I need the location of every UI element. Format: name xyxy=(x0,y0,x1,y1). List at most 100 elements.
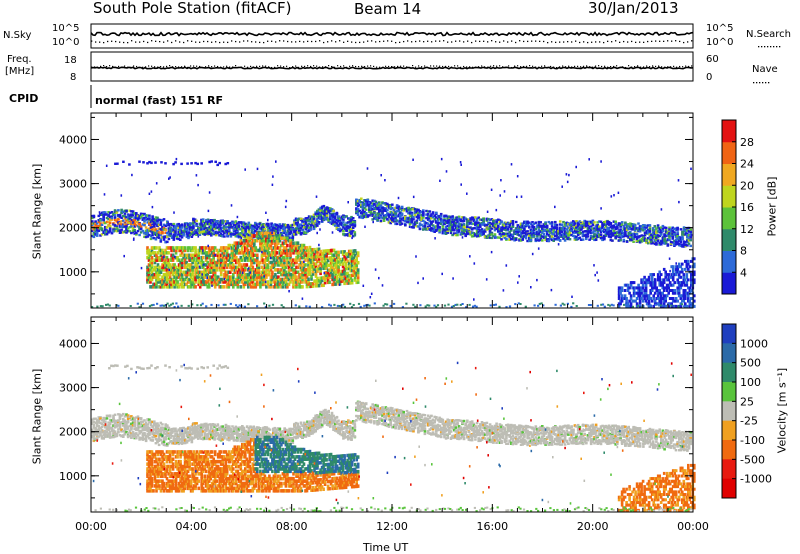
echo-cell xyxy=(210,282,214,287)
nave-label: Nave xyxy=(752,64,778,75)
echo-cell xyxy=(369,204,373,208)
echo-cell xyxy=(510,227,513,230)
echo-cell xyxy=(174,275,178,279)
echo-cell xyxy=(324,217,327,221)
echo-cell xyxy=(149,280,152,284)
echo-cell xyxy=(147,263,151,267)
echo-cell xyxy=(159,240,163,243)
echo-cell xyxy=(679,228,683,231)
echo-cell xyxy=(221,246,224,250)
echo-cell xyxy=(307,226,311,229)
nave-dot xyxy=(151,65,153,67)
echo-cell xyxy=(235,260,238,265)
echo-cell xyxy=(154,233,158,236)
echo-cell xyxy=(224,270,227,274)
echo-cell xyxy=(105,226,109,229)
echo-cell xyxy=(648,227,652,231)
echo-cell xyxy=(351,223,355,227)
echo-cell xyxy=(664,239,668,243)
nsearch-dot xyxy=(499,41,501,43)
nave-dot xyxy=(604,65,606,67)
nsearch-dot xyxy=(259,41,261,44)
echo-cell xyxy=(456,231,459,234)
echo-cell xyxy=(565,237,569,240)
echo-cell xyxy=(503,232,507,235)
echo-cell xyxy=(294,229,298,233)
echo-cell xyxy=(333,224,337,227)
nsearch-dot xyxy=(487,41,489,43)
echo-cell xyxy=(229,277,232,282)
echo-cell xyxy=(273,228,277,231)
echo-cell xyxy=(412,215,415,219)
echo-cell xyxy=(360,205,363,209)
echo-cell xyxy=(598,228,601,231)
echo-cell xyxy=(221,226,224,229)
nsearch-dot xyxy=(131,40,133,42)
echo-cell xyxy=(183,223,187,226)
echo-cell xyxy=(457,225,461,228)
echo-cell xyxy=(488,226,492,230)
echo-cell xyxy=(640,237,644,241)
echo-cell xyxy=(625,234,629,238)
nave-dot xyxy=(490,65,492,67)
echo-cell xyxy=(483,224,487,227)
echo-cell xyxy=(105,230,109,233)
echo-cell xyxy=(133,223,136,226)
nsearch-dot xyxy=(547,41,549,44)
nsky-panel-frame xyxy=(90,23,694,49)
echo-cell xyxy=(232,248,235,253)
nave-dot xyxy=(190,65,192,67)
echo-cell xyxy=(386,204,389,208)
echo-cell xyxy=(446,229,449,232)
echo-cell xyxy=(410,215,414,218)
echo-cell xyxy=(498,233,502,236)
echo-cell xyxy=(671,235,674,238)
nsearch-dot xyxy=(411,41,413,43)
echo-cell xyxy=(262,228,265,231)
nave-dot xyxy=(457,65,459,67)
echo-cell xyxy=(394,206,397,210)
nsearch-dot xyxy=(659,40,661,42)
echo-cell xyxy=(294,231,298,235)
echo-cell xyxy=(278,223,282,226)
echo-cell xyxy=(601,224,604,227)
echo-cell xyxy=(581,230,585,234)
echo-cell xyxy=(229,223,233,226)
echo-cell xyxy=(423,220,427,224)
echo-cell xyxy=(653,239,657,242)
echo-cell xyxy=(105,213,109,216)
echo-cell xyxy=(519,226,523,229)
nave-dot xyxy=(472,66,474,68)
echo-cell xyxy=(647,237,650,240)
echo-cell xyxy=(407,206,410,210)
echo-cell xyxy=(95,227,99,230)
echo-cell xyxy=(146,272,149,277)
echo-cell xyxy=(430,215,433,218)
echo-cell xyxy=(288,236,291,239)
nave-dot xyxy=(424,65,426,67)
echo-cell xyxy=(369,210,373,213)
echo-cell xyxy=(655,242,658,246)
echo-cell xyxy=(356,210,360,213)
echo-cell xyxy=(501,225,505,228)
echo-cell xyxy=(206,219,210,222)
nsearch-dot xyxy=(311,40,313,43)
echo-cell xyxy=(225,285,229,289)
echo-cell xyxy=(340,224,344,227)
echo-cell xyxy=(206,255,209,260)
nsearch-label: N.Search xyxy=(746,29,792,40)
echo-cell xyxy=(286,223,290,227)
echo-cell xyxy=(451,216,454,220)
echo-cell xyxy=(157,223,161,227)
echo-cell xyxy=(588,222,591,225)
echo-cell xyxy=(182,229,185,232)
power-cells xyxy=(91,157,696,309)
echo-cell xyxy=(232,255,235,260)
echo-cell xyxy=(122,224,125,227)
echo-cell xyxy=(206,268,209,272)
echo-cell xyxy=(653,232,657,236)
echo-cell xyxy=(580,231,583,235)
echo-cell xyxy=(152,268,155,272)
nave-dot xyxy=(184,65,186,67)
echo-cell xyxy=(229,253,232,257)
